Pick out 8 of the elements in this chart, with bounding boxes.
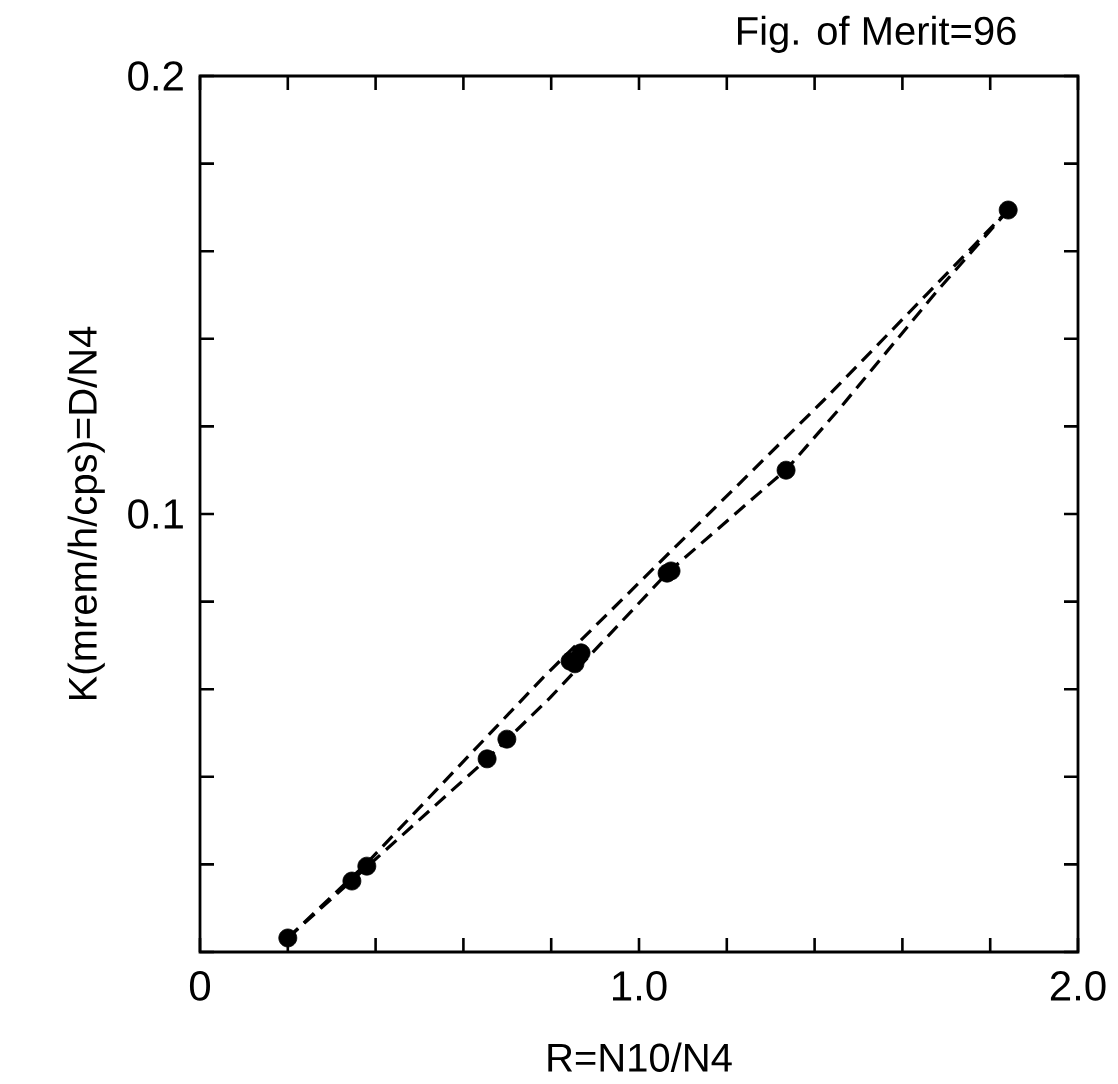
y-axis-title: K(mrem/h/cps)=D/N4 (67, 326, 105, 700)
chart-title: Fig. of Merit=96 (738, 15, 1016, 53)
x-tick-label: 2.0 (1050, 971, 1106, 1001)
y-tick-label: 0.2 (128, 61, 183, 91)
x-tick-label: 1.0 (613, 971, 667, 1001)
y-tick-label: 0.1 (128, 499, 183, 529)
x-tick-label: 0 (189, 971, 211, 1001)
x-axis-title: R=N10/N4 (548, 1042, 732, 1072)
